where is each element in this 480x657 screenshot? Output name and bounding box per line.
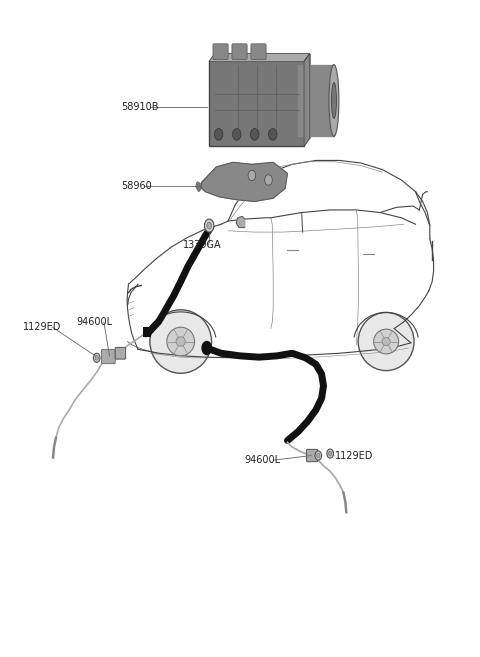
Circle shape — [207, 222, 212, 229]
Circle shape — [315, 451, 322, 460]
Circle shape — [317, 453, 320, 458]
Circle shape — [95, 355, 98, 360]
FancyBboxPatch shape — [213, 44, 228, 59]
Circle shape — [327, 449, 334, 458]
Circle shape — [215, 129, 223, 140]
Ellipse shape — [373, 329, 398, 354]
Circle shape — [248, 170, 256, 181]
Text: 58910B: 58910B — [121, 102, 159, 112]
Circle shape — [251, 129, 259, 140]
Polygon shape — [304, 54, 310, 146]
Ellipse shape — [167, 327, 194, 356]
Circle shape — [204, 219, 214, 232]
Ellipse shape — [332, 83, 336, 118]
Polygon shape — [236, 216, 245, 227]
FancyBboxPatch shape — [251, 44, 266, 59]
Ellipse shape — [329, 64, 339, 136]
Circle shape — [328, 451, 332, 456]
Text: 1129ED: 1129ED — [23, 322, 61, 332]
Text: 94600L: 94600L — [76, 317, 112, 327]
Ellipse shape — [358, 313, 414, 371]
Circle shape — [268, 129, 277, 140]
Text: 94600L: 94600L — [245, 455, 281, 465]
Text: 1129ED: 1129ED — [335, 451, 373, 461]
FancyBboxPatch shape — [232, 44, 247, 59]
Circle shape — [202, 342, 212, 355]
Circle shape — [232, 129, 241, 140]
Ellipse shape — [176, 337, 185, 346]
FancyBboxPatch shape — [209, 61, 304, 146]
Polygon shape — [209, 54, 310, 61]
Text: 58960: 58960 — [121, 181, 152, 191]
FancyBboxPatch shape — [115, 348, 126, 359]
FancyBboxPatch shape — [101, 350, 115, 364]
FancyBboxPatch shape — [143, 327, 151, 337]
Ellipse shape — [150, 309, 212, 373]
Text: 1339GA: 1339GA — [183, 240, 222, 250]
Circle shape — [94, 353, 100, 363]
FancyBboxPatch shape — [215, 54, 310, 138]
Polygon shape — [201, 162, 288, 202]
Circle shape — [264, 175, 272, 185]
Ellipse shape — [382, 338, 390, 346]
Polygon shape — [196, 182, 202, 192]
FancyBboxPatch shape — [306, 449, 318, 462]
Polygon shape — [299, 64, 334, 136]
